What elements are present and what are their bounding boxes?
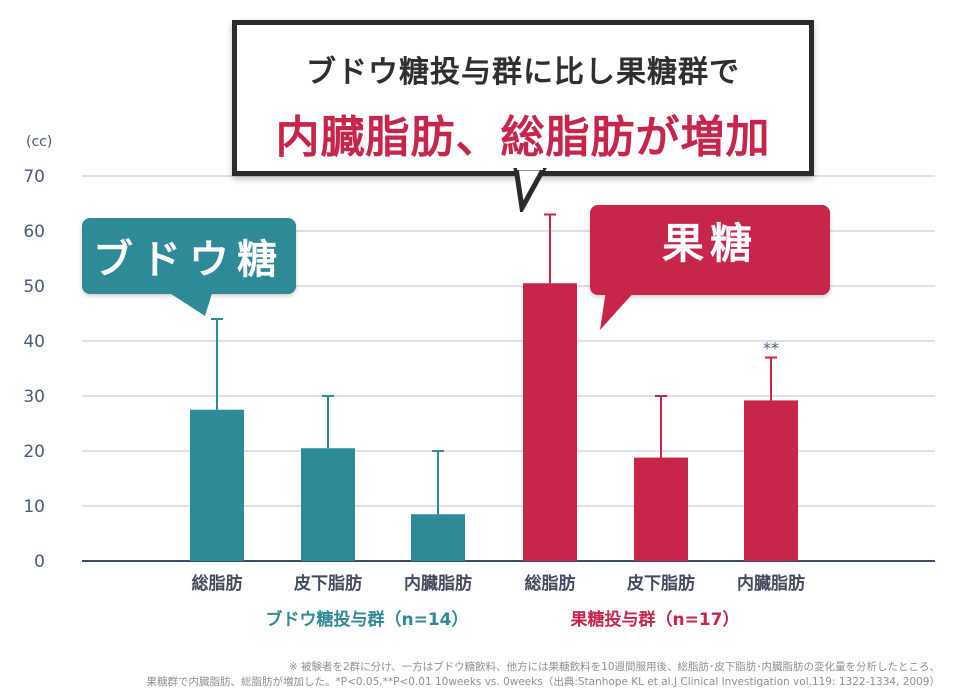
- headline-line1: ブドウ糖投与群に比し果糖群で: [306, 55, 740, 90]
- y-tick-label: 10: [23, 497, 45, 517]
- footnote: ※ 被験者を2群に分け、一方はブドウ糖飲料、他方には果糖飲料を10週間服用後、総…: [40, 660, 940, 690]
- y-tick-label: 60: [23, 222, 45, 242]
- headline-callout: ブドウ糖投与群に比し果糖群で 内臓脂肪、総脂肪が増加: [232, 20, 814, 176]
- y-tick-label: 50: [23, 277, 45, 297]
- bar: [634, 457, 688, 561]
- x-category-label: 内臓脂肪: [737, 573, 805, 594]
- bar: [744, 400, 798, 561]
- fructose-bubble-tail: [600, 290, 636, 330]
- bar: [523, 283, 577, 561]
- footnote-line1: ※ 被験者を2群に分け、一方はブドウ糖飲料、他方には果糖飲料を10週間服用後、総…: [288, 661, 940, 673]
- x-category-label: 内臓脂肪: [404, 573, 472, 594]
- significance-mark: **: [763, 339, 779, 358]
- bar: [301, 448, 355, 561]
- group-label: 果糖投与群（n=17）: [570, 609, 739, 630]
- bar: [411, 514, 465, 561]
- group-label: ブドウ糖投与群（n=14）: [265, 609, 468, 630]
- headline-callout-tail: [513, 168, 547, 212]
- y-tick-label: 40: [23, 332, 45, 352]
- fructose-bubble-label: 果糖: [661, 218, 758, 268]
- y-axis-unit-label: (cc): [26, 134, 52, 150]
- grape-sugar-bubble: ブドウ糖: [82, 218, 296, 294]
- x-category-label: 総脂肪: [192, 573, 243, 594]
- y-tick-label: 70: [23, 167, 45, 187]
- fructose-bubble: 果糖: [590, 205, 830, 295]
- grape-sugar-bubble-tail: [165, 290, 213, 316]
- y-tick-label: 0: [34, 552, 45, 572]
- grape-sugar-bubble-label: ブドウ糖: [93, 237, 285, 283]
- x-category-label: 総脂肪: [525, 573, 576, 594]
- x-category-label: 皮下脂肪: [627, 573, 695, 594]
- footnote-line2: 果糖群で内臓脂肪、総脂肪が増加した。*P<0.05,**P<0.01 10wee…: [146, 676, 940, 688]
- headline-line2: 内臓脂肪、総脂肪が増加: [275, 112, 771, 163]
- bar: [190, 409, 244, 561]
- y-tick-label: 30: [23, 387, 45, 407]
- x-category-label: 皮下脂肪: [294, 573, 362, 594]
- y-tick-label: 20: [23, 442, 45, 462]
